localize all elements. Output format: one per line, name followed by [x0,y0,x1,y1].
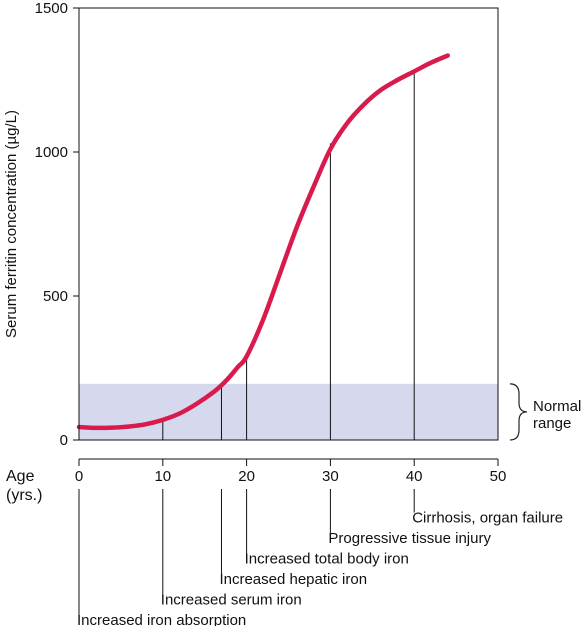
ferritin-curve [76,53,450,431]
x-tick-label: 20 [238,468,255,485]
plot-frame [78,7,499,441]
milestone-label: Progressive tissue injury [328,530,491,547]
normal-range-label-line2: range [533,415,571,432]
x-tick-label: 30 [322,468,339,485]
milestone-label: Increased serum iron [161,592,302,609]
x-axis-label-age: Age [6,468,35,485]
x-tick-label: 50 [490,468,507,485]
milestone-label: Increased total body iron [245,551,409,568]
y-tick-label: 500 [43,288,68,305]
milestone-label: Increased hepatic iron [219,571,367,588]
y-axis-label: Serum ferritin concentration (µg/L) [3,110,20,338]
x-tick-label: 10 [154,468,171,485]
milestone-label: Increased iron absorption [77,612,246,626]
y-tick-label: 0 [60,432,68,449]
y-tick-label: 1500 [35,0,68,17]
normal-range-brace [509,383,528,441]
milestone-label: Cirrhosis, organ failure [412,510,563,527]
x-tick-label: 40 [406,468,423,485]
normal-range-label-line1: Normal [533,398,581,415]
x-axis-label-units: (yrs.) [6,487,42,504]
x-tick-label: 0 [75,468,83,485]
normal-range-band [79,383,498,440]
y-tick-label: 1000 [35,144,68,161]
